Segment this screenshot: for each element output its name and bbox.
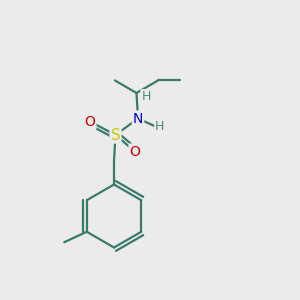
Text: O: O [130,145,140,158]
Text: H: H [141,90,151,103]
Text: H: H [155,119,165,133]
Text: O: O [85,115,95,128]
Text: N: N [133,112,143,125]
Text: S: S [111,128,120,142]
